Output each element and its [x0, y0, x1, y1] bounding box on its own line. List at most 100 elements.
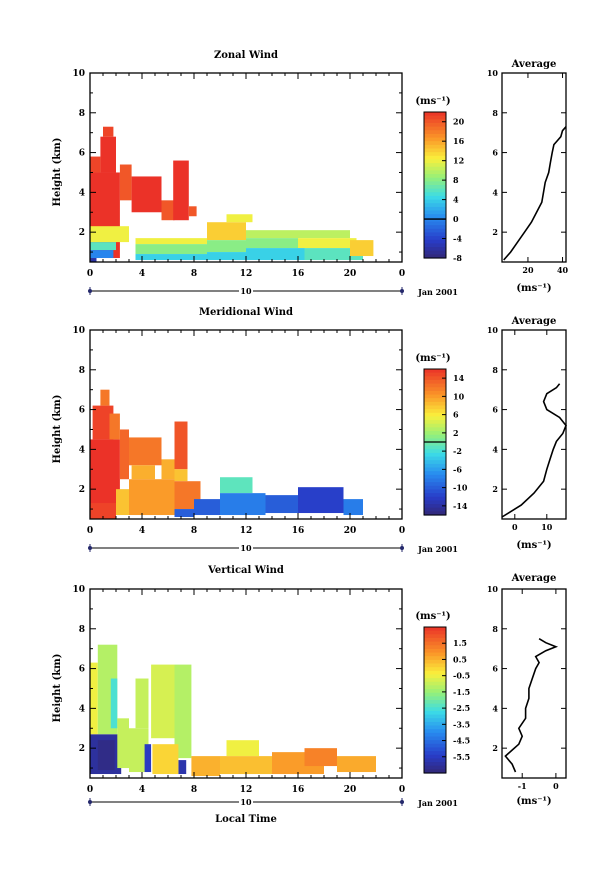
average-y-tick-label: 4 — [492, 703, 498, 713]
colorbar-swatch — [424, 214, 446, 219]
colorbar-swatch — [424, 412, 446, 418]
colorbar-swatch — [424, 449, 446, 454]
x-tick-label: 8 — [191, 269, 197, 279]
colorbar-swatch — [424, 478, 446, 483]
colorbar-swatch — [424, 379, 446, 385]
colorbar-swatch — [424, 504, 446, 509]
colorbar-swatch — [424, 637, 446, 643]
colorbar-swatch — [424, 696, 446, 701]
x-tick-label: 0 — [87, 269, 93, 279]
colorbar-swatch — [424, 250, 446, 255]
field-cell — [116, 489, 129, 516]
date-label: Jan 2001 — [417, 287, 458, 297]
field-cell — [90, 662, 98, 735]
x-tick-label: 8 — [191, 785, 197, 795]
colorbar-tick-label: -14 — [453, 501, 468, 511]
colorbar-frame — [423, 626, 447, 774]
colorbar-swatch — [424, 736, 446, 741]
colorbar-swatch — [424, 689, 446, 694]
colorbar-swatch — [424, 710, 446, 716]
panel-title: Zonal Wind — [214, 50, 278, 61]
field-cell — [220, 477, 253, 494]
colorbar-swatch — [424, 181, 446, 186]
y-tick-label: 4 — [79, 704, 85, 714]
field-cell — [207, 222, 246, 241]
colorbar-swatch — [424, 769, 446, 774]
field-cell — [92, 405, 114, 440]
colorbar-swatch — [424, 228, 446, 234]
date-label: Jan 2001 — [417, 798, 458, 808]
colorbar-swatch — [424, 471, 446, 476]
day-label: 10 — [240, 543, 252, 553]
field-cell — [226, 214, 253, 223]
field-cell — [131, 465, 155, 480]
field-cell — [90, 250, 114, 259]
colorbar-swatch — [424, 641, 446, 646]
average-y-tick-label: 6 — [492, 148, 498, 158]
colorbar-swatch — [424, 463, 446, 469]
y-tick-label: 10 — [72, 69, 85, 79]
colorbar-swatch — [424, 163, 446, 168]
colorbar-frame — [423, 111, 447, 259]
x-tick-label: 4 — [139, 526, 145, 536]
average-profile: 2 4 6 8 10 -1 0 — [487, 584, 567, 791]
y-tick-label: 8 — [79, 366, 85, 376]
colorbar-tick-label: 4 — [453, 195, 459, 205]
colorbar-tick-label: -6 — [453, 464, 462, 474]
y-tick-label: 6 — [79, 665, 85, 675]
colorbar-swatch — [424, 383, 446, 388]
field-cell — [90, 242, 116, 251]
colorbar-swatch — [424, 239, 446, 244]
colorbar-tick-label: 14 — [453, 373, 465, 383]
colorbar-swatch — [424, 199, 446, 204]
field-cell — [173, 160, 189, 221]
field-cell — [135, 254, 207, 261]
colorbar-swatch — [424, 729, 446, 734]
y-tick-label: 2 — [79, 485, 85, 495]
colorbar-swatch — [424, 703, 446, 708]
field-cell — [207, 240, 246, 253]
average-y-tick-label: 2 — [492, 484, 498, 494]
colorbar-swatch — [424, 133, 446, 139]
colorbar-swatch — [424, 137, 446, 142]
field-cell — [178, 760, 187, 775]
colorbar-swatch — [424, 652, 446, 657]
field-cell — [135, 244, 207, 255]
y-tick-label: 10 — [72, 585, 85, 595]
colorbar-swatch — [424, 112, 446, 117]
average-frame — [501, 588, 567, 779]
x-tick-label: 0 — [87, 526, 93, 536]
main-axes: 0 4 8 12 16 20 0 2 4 6 8 10 — [72, 585, 405, 795]
colorbar-tick-label: 0 — [453, 214, 459, 224]
field-cell — [161, 459, 175, 480]
colorbar-swatch — [424, 177, 446, 182]
colorbar-swatch — [424, 434, 446, 439]
heatmap-field — [90, 389, 363, 519]
day-bar: 10 — [88, 543, 404, 553]
field-cell — [144, 744, 152, 773]
colorbar-swatch — [424, 398, 446, 403]
colorbar-swatch — [424, 667, 446, 672]
average-x-tick-label: 0 — [512, 522, 518, 532]
colorbar-swatch — [424, 692, 446, 697]
x-tick-label: 12 — [240, 526, 253, 536]
field-cell — [350, 240, 374, 257]
average-x-tick-label: 20 — [522, 265, 534, 275]
colorbar-swatch — [424, 192, 446, 197]
colorbar: 20 16 12 8 4 0 -4 -8 — [423, 111, 465, 263]
colorbar-swatch — [424, 254, 446, 259]
field-cell — [161, 200, 175, 221]
x-tick-label: 16 — [292, 785, 305, 795]
field-cell — [220, 493, 266, 516]
x-tick-label: 20 — [344, 269, 357, 279]
colorbar-tick-label: -2.5 — [453, 703, 470, 713]
colorbar-tick-label: -4 — [453, 234, 462, 244]
average-frame — [501, 72, 567, 263]
average-y-tick-label: 10 — [487, 325, 499, 335]
field-cell — [97, 740, 115, 771]
field-cell — [135, 238, 207, 245]
colorbar-unit: (ms⁻¹) — [415, 96, 450, 107]
colorbar-swatch — [424, 765, 446, 770]
field-cell — [119, 164, 132, 201]
